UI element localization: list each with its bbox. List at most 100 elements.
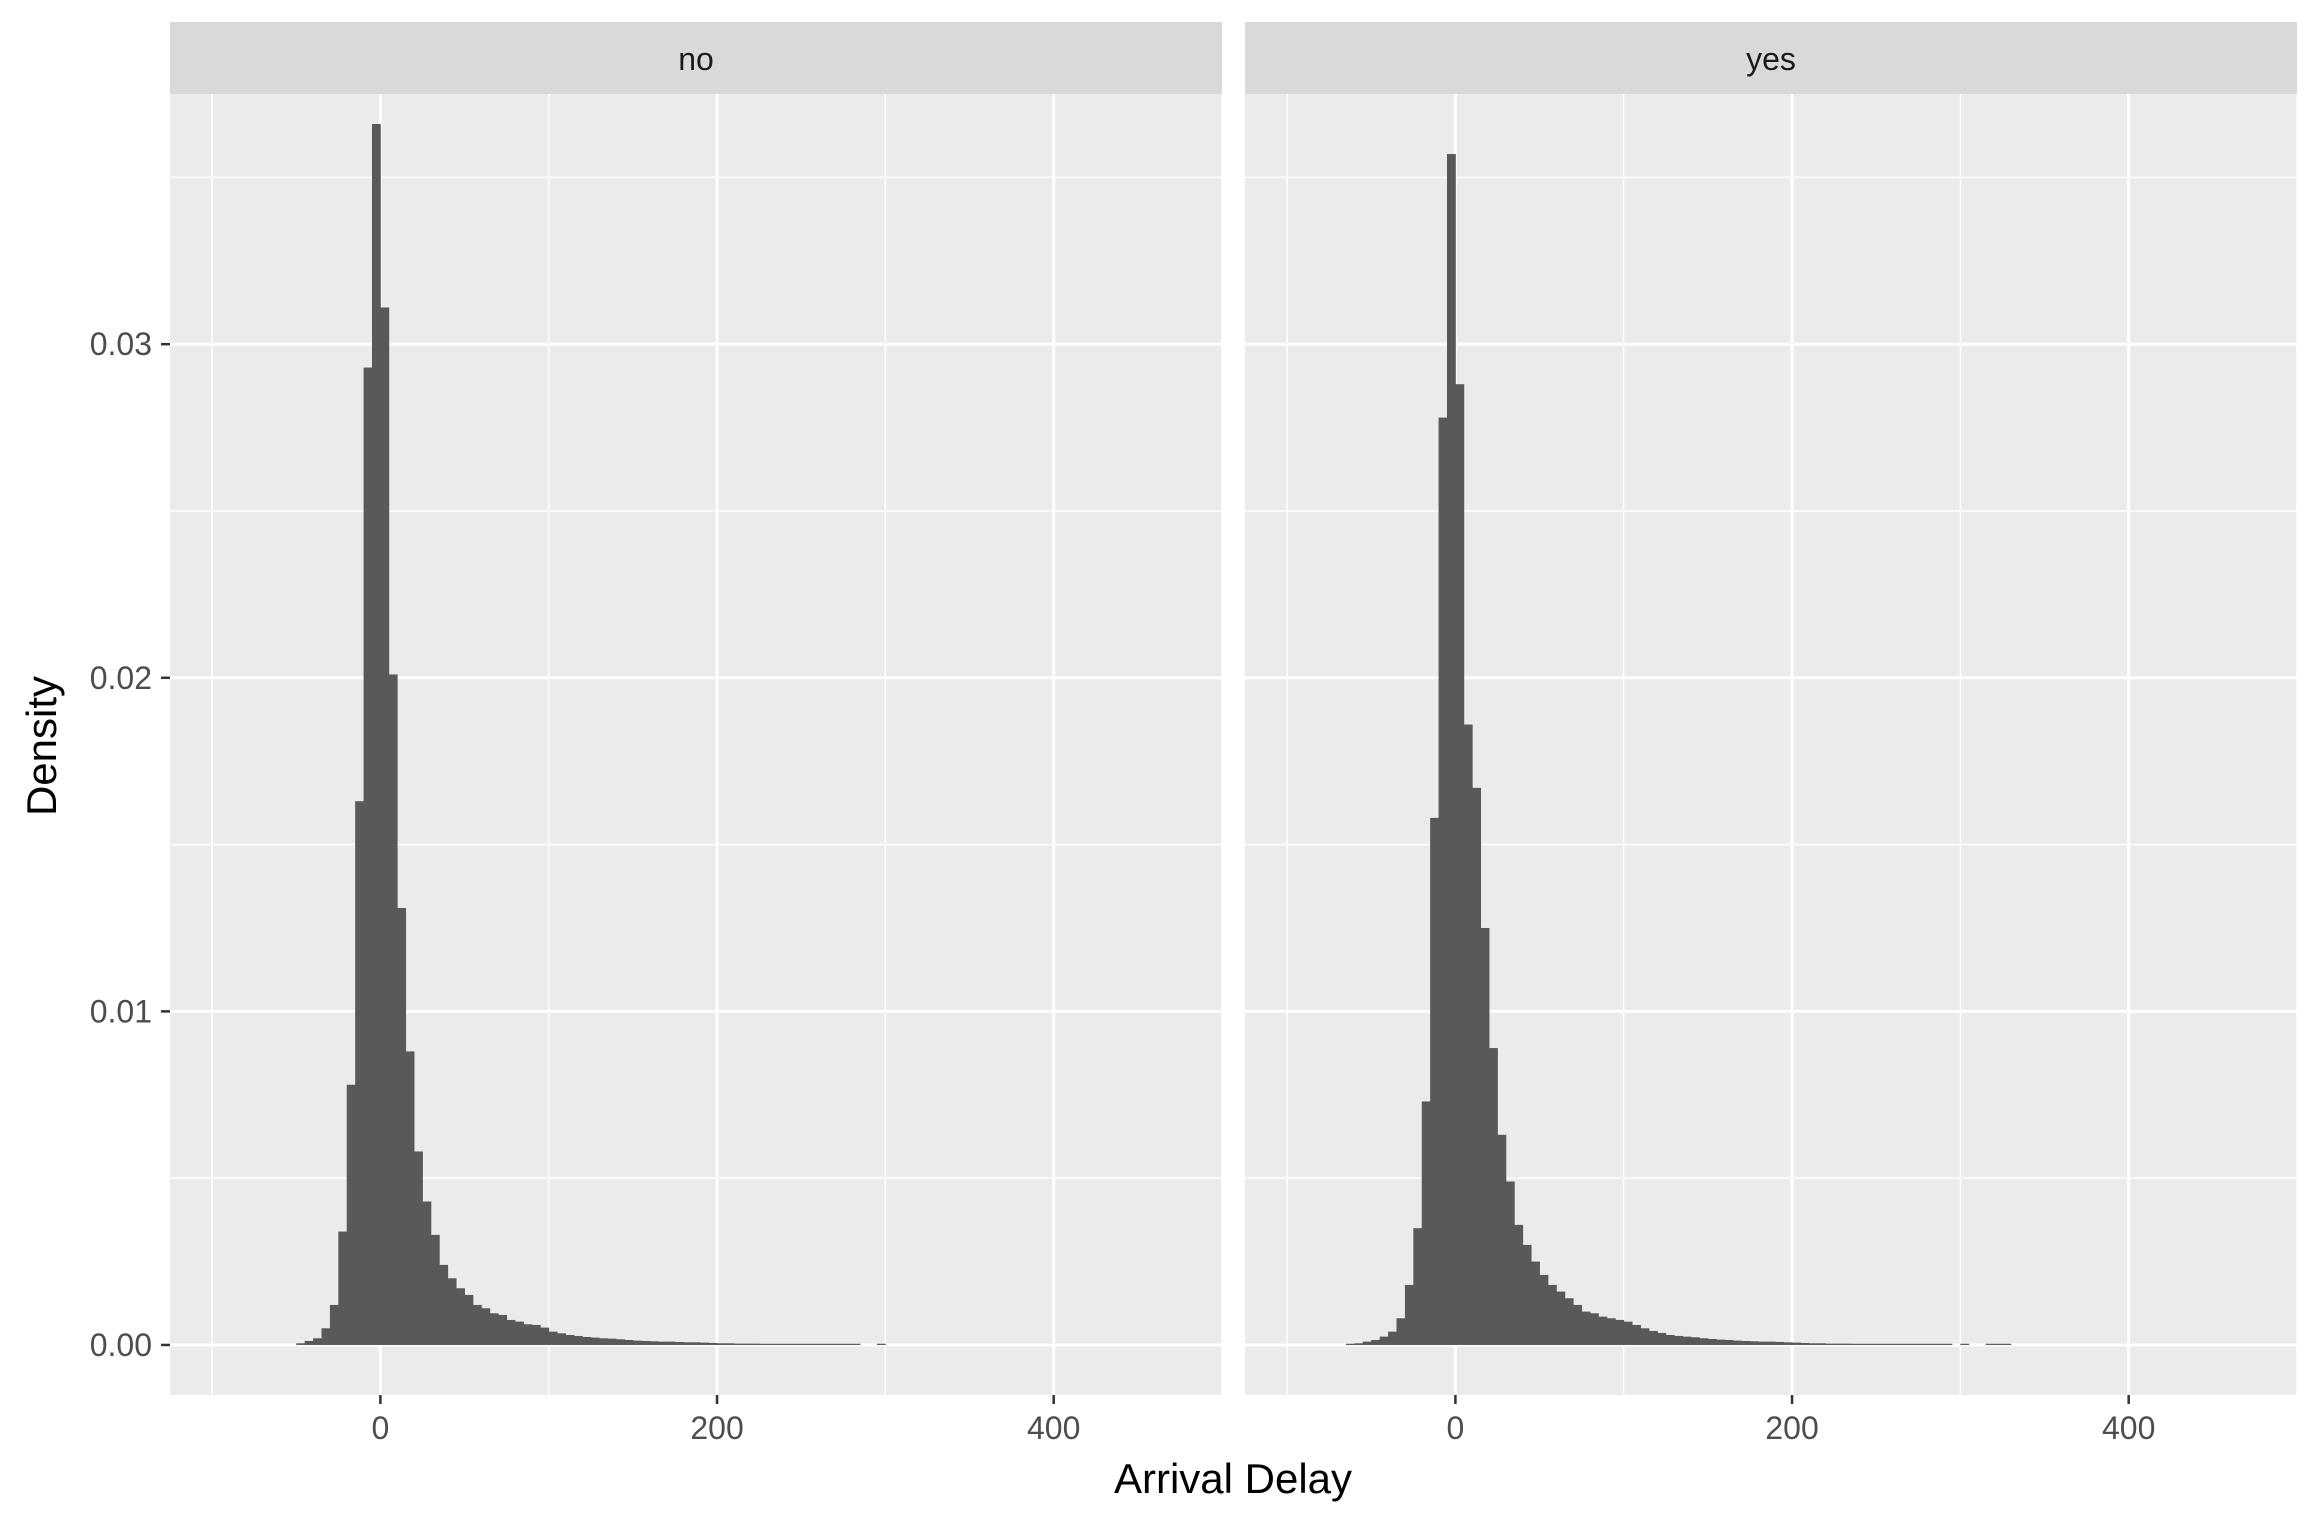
histogram-bar	[767, 1343, 777, 1345]
histogram-bar	[1446, 154, 1456, 1345]
histogram-bar	[405, 1051, 415, 1345]
histogram-bar	[1876, 1343, 1886, 1345]
histogram-bar	[1564, 1298, 1574, 1345]
histogram-bar	[1615, 1319, 1625, 1345]
histogram-bar	[1834, 1343, 1843, 1345]
histogram-bar	[557, 1333, 566, 1345]
histogram-bar	[2002, 1343, 2012, 1345]
histogram-bar	[540, 1327, 550, 1345]
histogram-bar	[1455, 384, 1465, 1345]
histogram-bar	[632, 1340, 642, 1345]
histogram-bar	[1716, 1339, 1726, 1345]
histogram-bar	[1960, 1343, 1970, 1345]
facet-panel-yes: yes 0 200 400	[1245, 22, 2298, 1446]
histogram-bar	[430, 1234, 440, 1345]
histogram-bar	[1404, 1284, 1414, 1345]
histogram-bar	[329, 1304, 339, 1345]
histogram-bar	[1749, 1341, 1759, 1345]
histogram-bar	[296, 1343, 306, 1345]
histogram-bar	[834, 1343, 844, 1345]
histogram-bar	[1699, 1338, 1709, 1345]
facet-strip	[170, 22, 1222, 94]
histogram-bar	[1371, 1339, 1381, 1345]
histogram-bar	[801, 1343, 811, 1345]
histogram-bar	[742, 1343, 752, 1345]
histogram-bar	[691, 1342, 701, 1345]
x-tick-label: 200	[1765, 1410, 1818, 1446]
histogram-bar	[321, 1328, 331, 1345]
histogram-bar	[775, 1343, 785, 1345]
histogram-bar	[750, 1343, 760, 1345]
histogram-bar	[439, 1264, 449, 1345]
histogram-bar	[1926, 1343, 1936, 1345]
histogram-bar	[464, 1294, 474, 1345]
histogram-bar	[1388, 1331, 1397, 1345]
histogram-bar	[1691, 1337, 1700, 1345]
histogram-bar	[1489, 1048, 1498, 1345]
histogram-bar	[649, 1341, 659, 1345]
histogram-bar	[481, 1308, 491, 1345]
x-tick-label: 400	[1027, 1410, 1080, 1446]
histogram-bar	[658, 1341, 667, 1345]
histogram-bar	[1775, 1341, 1785, 1345]
histogram-bar	[1539, 1274, 1549, 1345]
histogram-bar	[1850, 1343, 1860, 1345]
histogram-bar	[313, 1338, 322, 1345]
histogram-bar	[1379, 1336, 1389, 1345]
y-axis: 0.00 0.01 0.02 0.03	[90, 326, 170, 1363]
histogram-bar	[683, 1342, 693, 1345]
histogram-bar	[1413, 1228, 1423, 1345]
histogram-bar	[1430, 817, 1439, 1345]
histogram-bar	[1581, 1311, 1591, 1345]
histogram-bar	[397, 907, 407, 1345]
histogram-bar	[700, 1342, 710, 1345]
histogram-bar	[1724, 1339, 1734, 1345]
histogram-bar	[809, 1343, 819, 1345]
histogram-bar	[717, 1343, 726, 1345]
facet-strip-label: no	[678, 41, 714, 77]
histogram-bar	[1505, 1181, 1515, 1345]
histogram-bar	[818, 1343, 827, 1345]
histogram-bar	[380, 307, 390, 1345]
histogram-bar	[1792, 1342, 1801, 1345]
histogram-bar	[1438, 417, 1448, 1345]
histogram-bar	[1682, 1336, 1692, 1345]
histogram-bar	[582, 1336, 592, 1345]
histogram-bar	[616, 1339, 625, 1345]
x-tick-label: 400	[2102, 1410, 2155, 1446]
histogram-bar	[1632, 1324, 1641, 1345]
histogram-bar	[346, 1084, 356, 1345]
facet-strip	[1245, 22, 2297, 94]
histogram-bar	[733, 1343, 743, 1345]
histogram-bar	[1884, 1343, 1894, 1345]
histogram-bar	[1480, 927, 1490, 1345]
y-tick-label: 0.00	[90, 1327, 152, 1363]
y-tick-label: 0.02	[90, 660, 152, 696]
histogram-bar	[388, 674, 398, 1345]
histogram-bar	[1985, 1343, 1995, 1345]
histogram-bar	[1994, 1343, 2003, 1345]
histogram-bar	[666, 1341, 676, 1345]
x-tick-label: 0	[1447, 1410, 1465, 1446]
histogram-bar	[1817, 1343, 1827, 1345]
histogram-bar	[1590, 1313, 1599, 1345]
histogram-bar	[826, 1343, 836, 1345]
histogram-bar	[355, 801, 364, 1345]
histogram-bar	[1943, 1343, 1953, 1345]
histogram-bar	[506, 1319, 516, 1345]
histogram-bar	[590, 1337, 600, 1345]
histogram-bar	[447, 1278, 457, 1345]
histogram-bar	[843, 1343, 853, 1345]
histogram-bar	[1556, 1291, 1566, 1345]
histogram-bar	[1842, 1343, 1852, 1345]
histogram-bar	[515, 1321, 524, 1345]
histogram-bar	[1707, 1338, 1717, 1345]
histogram-bar	[1623, 1321, 1633, 1345]
histogram-bar	[1901, 1343, 1911, 1345]
histogram-bar	[371, 124, 381, 1345]
histogram-bar	[792, 1343, 802, 1345]
histogram-bar	[1362, 1341, 1372, 1345]
histogram-bar	[876, 1343, 886, 1345]
